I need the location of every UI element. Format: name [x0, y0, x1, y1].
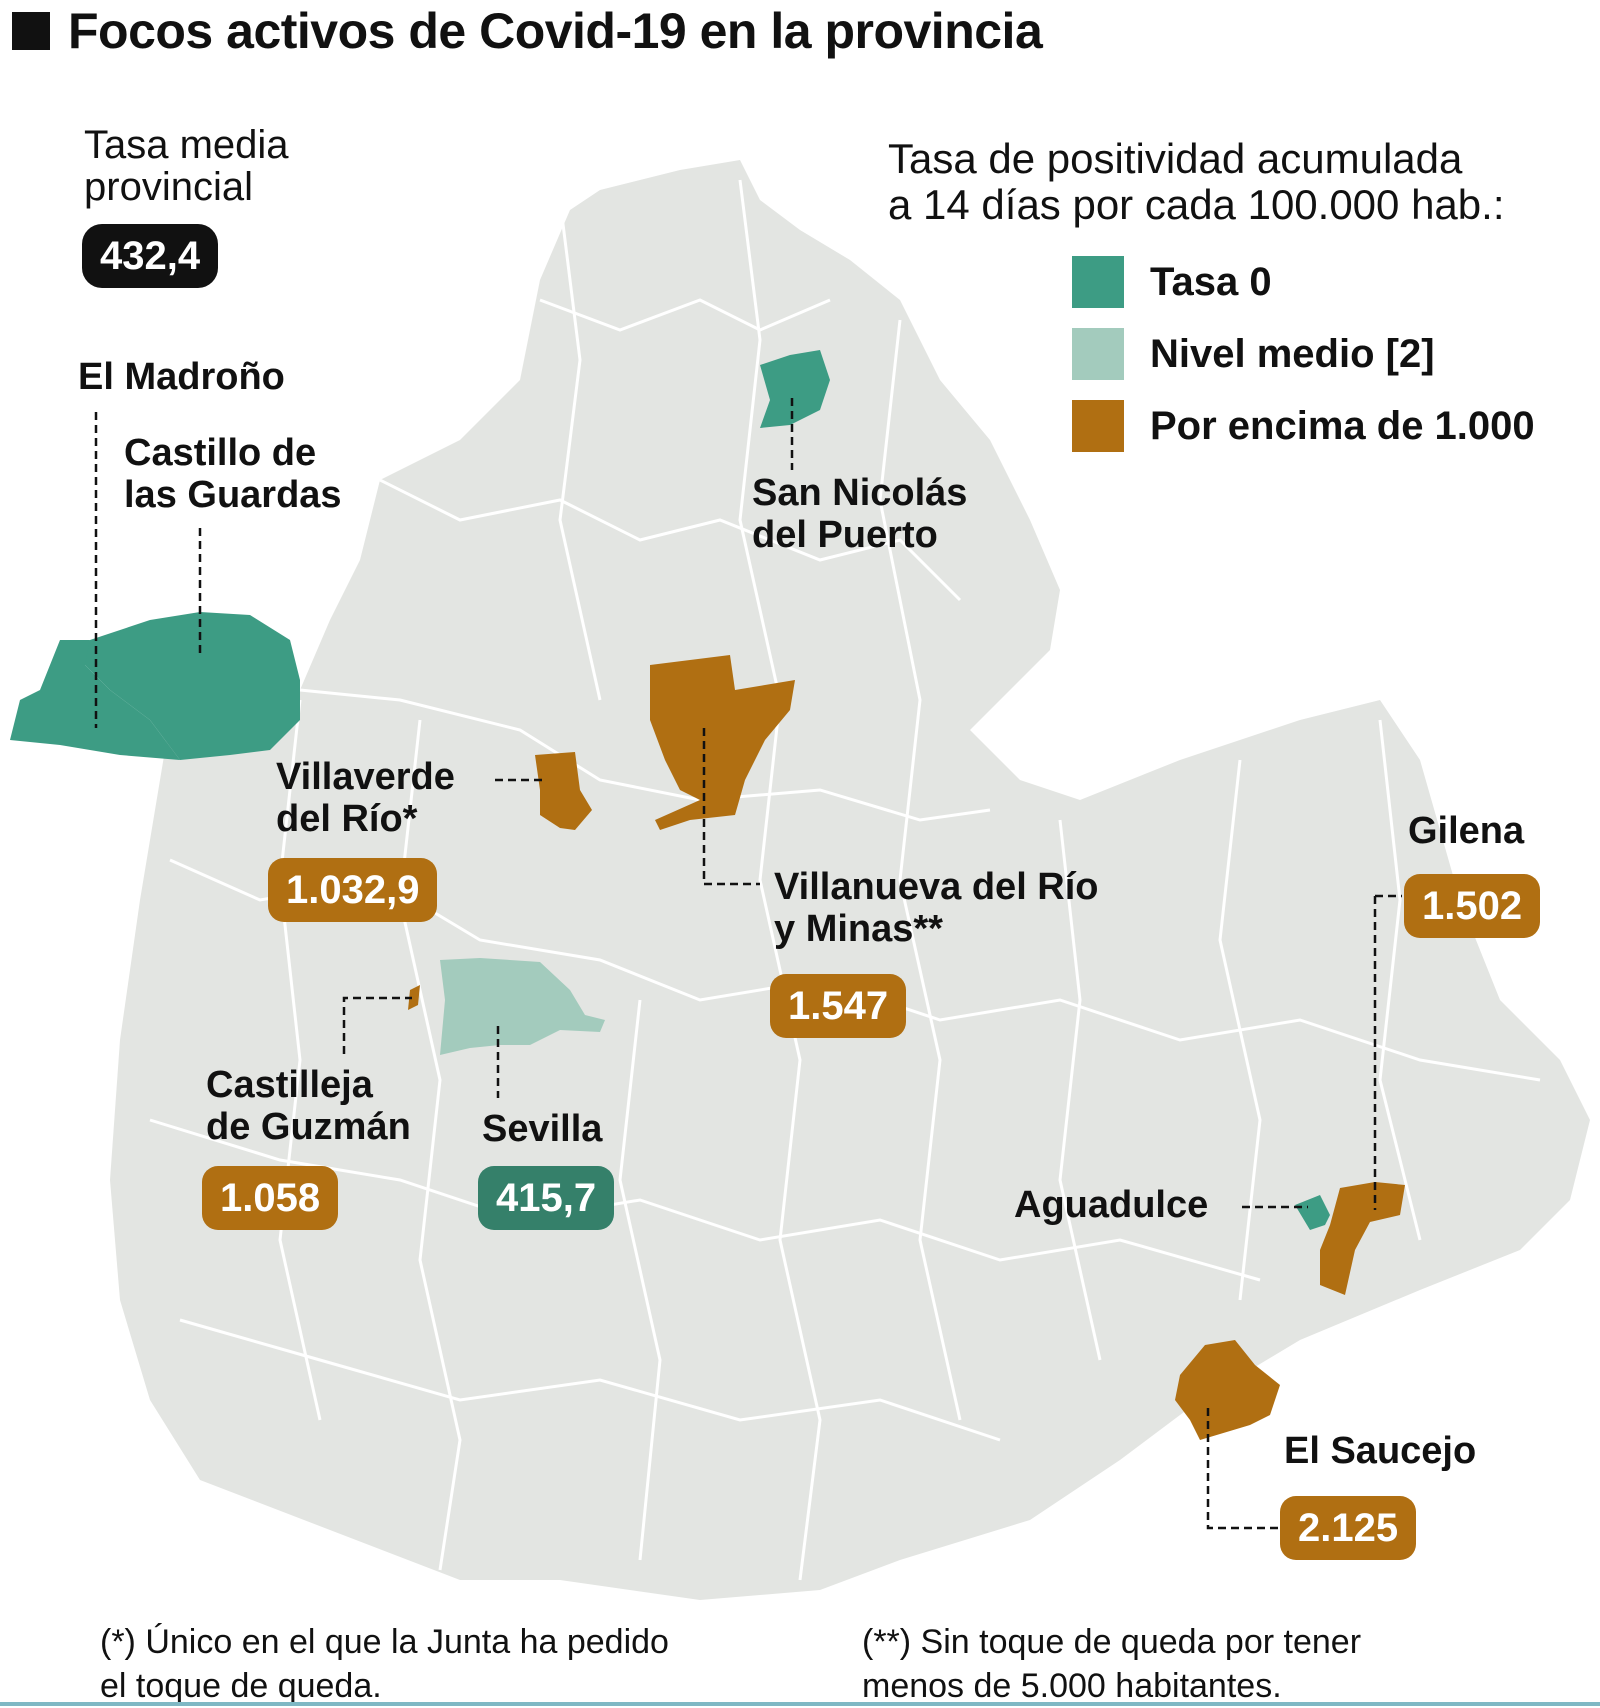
bottom-bar	[0, 1702, 1600, 1706]
region-castilleja-de-guzman	[408, 985, 420, 1010]
legend-label: Tasa 0	[1150, 259, 1272, 304]
footnote-two: (**) Sin toque de queda por tener menos …	[862, 1623, 1362, 1705]
provincial-average-label: Tasa media provincial	[84, 123, 289, 209]
label-villaverde-del-rio: Villaverde del Río*	[276, 756, 455, 840]
label-castilleja-de-guzman: Castilleja de Guzmán	[206, 1064, 411, 1148]
title-square-icon	[12, 12, 50, 50]
legend-swatch-tasa-0	[1072, 256, 1124, 308]
label-gilena: Gilena	[1408, 810, 1525, 852]
region-gilena	[1320, 1182, 1405, 1295]
label-el-madrono: El Madroño	[78, 356, 285, 398]
label-villanueva-del-rio-y-minas: Villanueva del Río y Minas**	[774, 866, 1099, 950]
legend-item-por-encima: Por encima de 1.000	[1072, 400, 1535, 452]
badge-el-saucejo: 2.125	[1280, 1496, 1417, 1560]
region-el-saucejo	[1175, 1340, 1280, 1440]
badge-castilleja-de-guzman: 1.058	[202, 1166, 339, 1230]
region-sevilla	[440, 958, 605, 1055]
label-san-nicolas-del-puerto: San Nicolás del Puerto	[752, 472, 968, 556]
region-villanueva-del-rio-y-minas	[650, 655, 795, 830]
badge-villanueva-del-rio-y-minas: 1.547	[770, 974, 907, 1038]
badge-gilena: 1.502	[1404, 874, 1541, 938]
badge-sevilla: 415,7	[478, 1166, 615, 1230]
provincial-average-badge: 432,4	[82, 224, 219, 288]
title-block: Focos activos de Covid-19 en la provinci…	[12, 2, 1043, 60]
region-castillo-de-las-guardas	[80, 612, 300, 760]
label-aguadulce: Aguadulce	[1014, 1184, 1209, 1226]
region-san-nicolas-del-puerto	[760, 350, 830, 428]
leader-lines	[94, 398, 1402, 1530]
legend-label: Por encima de 1.000	[1150, 403, 1535, 448]
footnote-one: (*) Único en el que la Junta ha pedido e…	[100, 1623, 669, 1705]
label-el-saucejo: El Saucejo	[1284, 1430, 1477, 1472]
legend-swatch-nivel-medio	[1072, 328, 1124, 380]
legend-swatch-por-encima	[1072, 400, 1124, 452]
badge-villaverde-del-rio: 1.032,9	[268, 858, 438, 922]
region-villaverde-del-rio	[535, 752, 592, 830]
label-castillo-de-las-guardas: Castillo de las Guardas	[124, 432, 342, 516]
label-sevilla: Sevilla	[482, 1108, 603, 1150]
legend-item-tasa-0: Tasa 0	[1072, 256, 1272, 308]
legend-item-nivel-medio: Nivel medio [2]	[1072, 328, 1435, 380]
province-shape	[110, 160, 1590, 1600]
region-aguadulce	[1295, 1195, 1330, 1230]
legend-title: Tasa de positividad acumulada a 14 días …	[888, 135, 1505, 228]
page-title: Focos activos de Covid-19 en la provinci…	[68, 3, 1043, 59]
legend-label: Nivel medio [2]	[1150, 331, 1435, 376]
